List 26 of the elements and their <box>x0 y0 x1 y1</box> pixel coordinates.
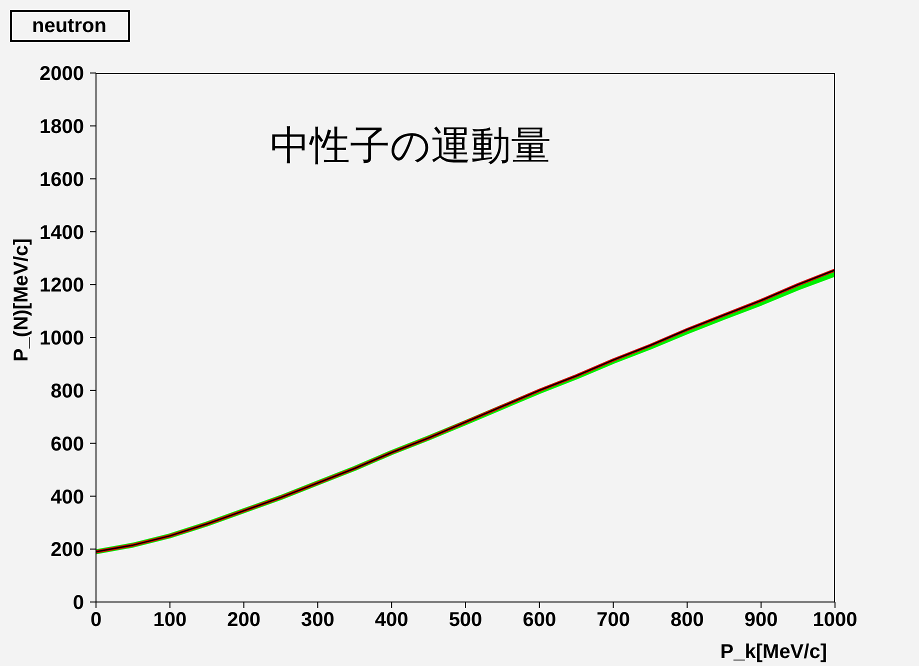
x-tick-label: 800 <box>670 609 704 632</box>
x-tick-label: 700 <box>596 609 630 632</box>
y-tick-label: 400 <box>50 486 84 508</box>
y-tick-label: 1400 <box>40 222 84 244</box>
y-tick-label: 800 <box>50 380 84 402</box>
x-tick-label: 300 <box>301 609 334 632</box>
y-axis-title: P_(N)[MeV/c] <box>10 238 34 362</box>
chart-title: neutron <box>10 10 130 42</box>
x-tick-label: 600 <box>522 609 556 632</box>
y-tick-label: 1000 <box>40 328 84 350</box>
x-tick-label: 900 <box>744 609 778 632</box>
x-tick-label: 0 <box>90 609 102 632</box>
y-tick-label: 1200 <box>40 274 84 297</box>
x-tick-label: 100 <box>153 609 187 632</box>
y-tick-label: 600 <box>50 433 84 456</box>
y-tick-label: 1600 <box>40 168 84 191</box>
annotation: 中性子の運動量 <box>270 122 551 171</box>
y-tick-label: 1800 <box>40 116 84 138</box>
y-tick-label: 0 <box>72 592 84 614</box>
y-tick-label: 200 <box>50 539 84 562</box>
x-tick-label: 500 <box>448 609 482 632</box>
x-axis-title: P_k[MeV/c] <box>720 641 827 663</box>
x-tick-label: 400 <box>374 609 408 632</box>
x-tick-label: 200 <box>227 609 260 632</box>
x-tick-label: 1000 <box>812 609 858 632</box>
y-tick-label: 2000 <box>40 63 84 86</box>
